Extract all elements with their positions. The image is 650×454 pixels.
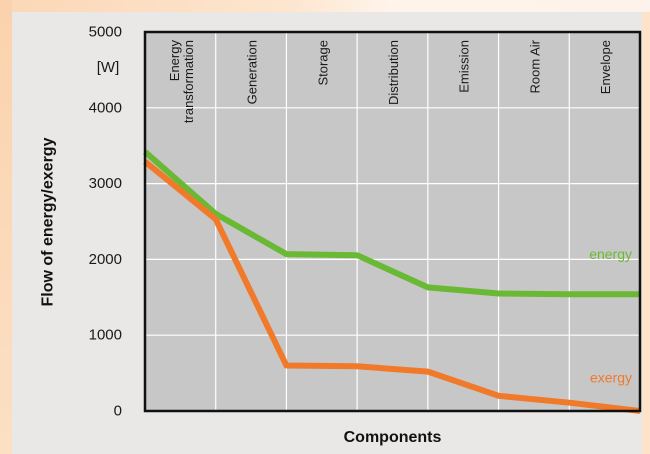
stage-label: Emission bbox=[457, 40, 472, 93]
y-tick-label: 0 bbox=[114, 403, 122, 420]
y-tick-label: 2000 bbox=[89, 251, 122, 268]
y-tick-label: 5000 bbox=[89, 24, 122, 41]
x-axis-title: Components bbox=[344, 429, 442, 446]
stage-label: Room Air bbox=[527, 39, 542, 93]
y-tick-label: 3000 bbox=[89, 175, 122, 192]
stage-label: Distribution bbox=[386, 40, 401, 105]
stage-label: Generation bbox=[245, 40, 260, 104]
series-label-energy: energy bbox=[589, 246, 632, 262]
series-label-exergy: exergy bbox=[590, 370, 632, 386]
stage-label: Energy bbox=[167, 40, 182, 82]
stage-label: Storage bbox=[315, 40, 330, 86]
y-axis-title: Flow of energy/exergy bbox=[40, 137, 57, 306]
series-line-energy bbox=[143, 149, 640, 298]
y-axis-unit: [W] bbox=[97, 59, 120, 76]
y-tick-label: 4000 bbox=[89, 99, 122, 116]
stage-labels: Energy transformation Generation Storage Dis… bbox=[167, 39, 613, 123]
background-left-panel bbox=[0, 0, 12, 454]
series-line-exergy bbox=[143, 159, 641, 414]
y-tick-label: 1000 bbox=[89, 327, 122, 344]
stage-label: transformation bbox=[181, 40, 196, 123]
series: energy exergy bbox=[143, 149, 641, 414]
background-top-strip bbox=[0, 0, 650, 12]
plot-frame bbox=[143, 30, 642, 413]
y-axis-ticks: 0 1000 2000 3000 4000 5000 bbox=[89, 24, 122, 420]
stage-label: Envelope bbox=[598, 40, 613, 94]
